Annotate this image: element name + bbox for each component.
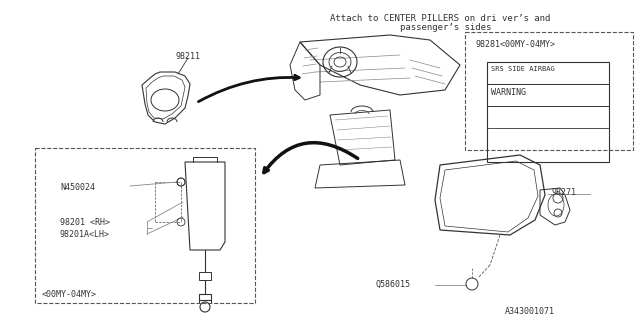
Text: WARNING: WARNING	[491, 88, 526, 97]
Text: 98271: 98271	[552, 188, 577, 197]
Bar	[487, 84, 609, 106]
Bar	[35, 148, 255, 303]
Text: Attach to CENTER PILLERS on dri ver’s and: Attach to CENTER PILLERS on dri ver’s an…	[330, 14, 550, 23]
Text: N450024: N450024	[60, 183, 95, 192]
Text: 98211: 98211	[175, 52, 200, 61]
Text: 98201A<LH>: 98201A<LH>	[60, 230, 110, 239]
Text: 98201 <RH>: 98201 <RH>	[60, 218, 110, 227]
Text: A343001071: A343001071	[505, 307, 555, 316]
Text: 98281<00MY-04MY>: 98281<00MY-04MY>	[475, 40, 555, 49]
Bar	[465, 32, 633, 150]
Bar	[487, 62, 609, 162]
Bar	[487, 62, 609, 84]
FancyArrowPatch shape	[198, 75, 299, 102]
Text: passenger’s sides: passenger’s sides	[400, 23, 492, 32]
Bar	[199, 272, 211, 280]
Text: <00MY-04MY>: <00MY-04MY>	[42, 290, 97, 299]
FancyArrowPatch shape	[264, 143, 358, 172]
Text: SRS SIDE AIRBAG: SRS SIDE AIRBAG	[491, 66, 555, 72]
Text: Q586015: Q586015	[375, 280, 410, 289]
